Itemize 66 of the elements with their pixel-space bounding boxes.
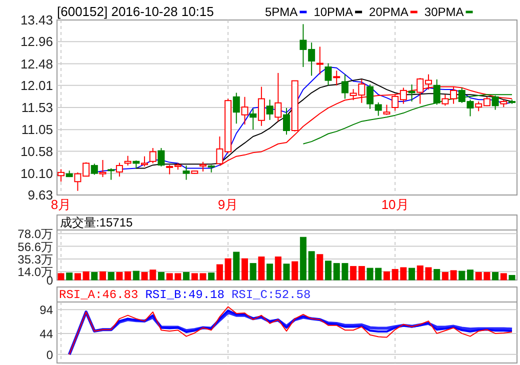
bar (458, 270, 466, 280)
bar (258, 256, 265, 280)
bar (58, 273, 64, 280)
y-tick-label: 10.58 (20, 144, 53, 159)
bar (241, 258, 248, 280)
candlestick (274, 72, 282, 122)
candlestick (333, 70, 340, 86)
bar (350, 266, 357, 280)
bar (466, 270, 474, 280)
y-tick-label: 11.05 (21, 122, 53, 138)
line-series (136, 78, 512, 169)
y-tick-label: 35.3万 (18, 252, 53, 266)
legend-label: 20PMA (369, 5, 408, 19)
candlestick (258, 86, 265, 126)
candlestick (182, 165, 190, 180)
bar (316, 254, 324, 280)
legend-label: 10PMA (314, 5, 354, 19)
bar (233, 252, 240, 280)
y-tick-label: 94 (40, 303, 54, 318)
bar (208, 272, 215, 280)
y-tick-label: 0 (46, 348, 54, 362)
y-tick-label: 11.53 (21, 100, 53, 115)
y-tick-label: 9.63 (28, 188, 53, 202)
bar (500, 273, 507, 280)
candlestick (250, 108, 257, 130)
bar (132, 270, 140, 280)
x-tick-label: 9月 (218, 197, 238, 212)
y-tick-label: 56.6万 (18, 240, 53, 254)
y-tick-label: 10.10 (20, 166, 53, 181)
candlestick (241, 96, 248, 126)
chart-title: 成交量:15715 (60, 216, 134, 230)
x-tick-label: 10月 (381, 197, 409, 212)
bar (91, 272, 98, 280)
bar (66, 272, 73, 280)
candlestick (408, 84, 416, 102)
y-tick-label: 12.48 (20, 56, 53, 72)
bar (266, 264, 274, 280)
candlestick (58, 168, 64, 182)
bar (358, 266, 365, 280)
bar (434, 269, 440, 280)
bar (183, 272, 190, 280)
bar (292, 261, 298, 280)
y-tick-label: 12.96 (20, 34, 53, 50)
bar (274, 256, 282, 280)
series-label: RSI_B:49.18 (145, 288, 224, 302)
bar (108, 272, 114, 280)
candlestick (341, 74, 348, 100)
series-label: RSI_A:46.83 (59, 288, 138, 302)
bar (250, 263, 256, 280)
y-tick-label: 78.0万 (18, 227, 53, 242)
legend-label: 30PMA (424, 5, 464, 19)
candlestick (316, 46, 324, 75)
y-tick-label: 12.01 (20, 78, 53, 93)
bar (492, 272, 499, 280)
y-tick-label: 13.43 (20, 12, 53, 28)
y-tick-label: 44 (40, 326, 54, 341)
series-label: RSI_C:52.58 (231, 288, 311, 302)
legend-label: 5PMA (265, 5, 298, 19)
bar (408, 268, 416, 280)
chart-title: [600152] 2016-10-28 10:15 (57, 4, 214, 19)
bar (158, 272, 164, 280)
bar (283, 264, 290, 280)
bar (100, 271, 106, 280)
candlestick (266, 99, 274, 120)
bar (508, 274, 516, 280)
bar (325, 260, 332, 280)
